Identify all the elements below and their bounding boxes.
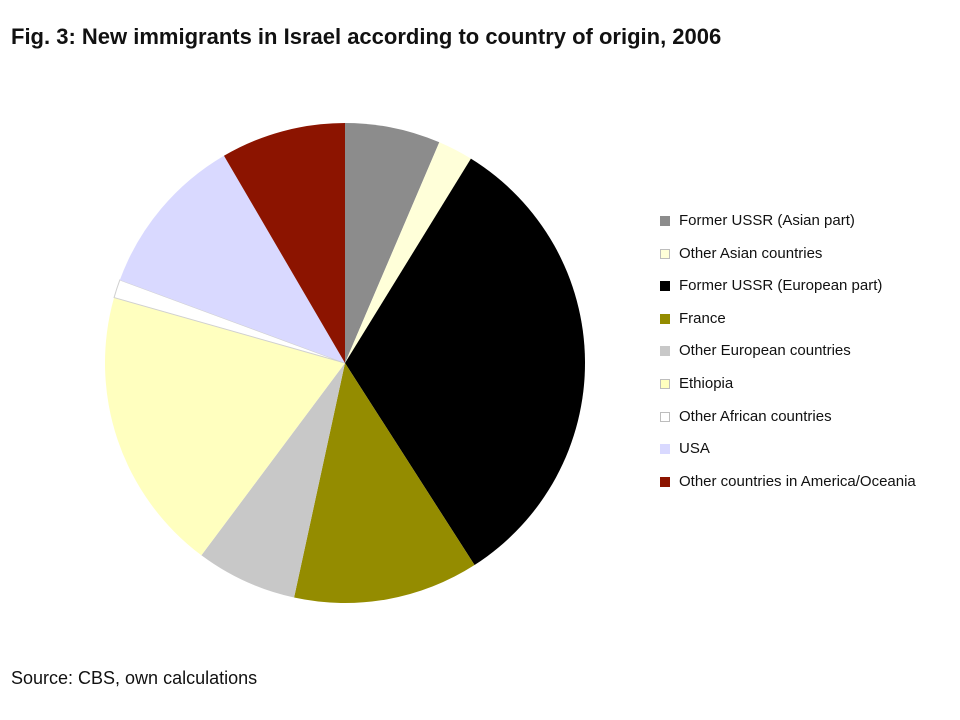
legend-label: Other African countries (679, 407, 832, 425)
legend-item: Former USSR (European part) (660, 277, 882, 295)
legend-label: Former USSR (Asian part) (679, 212, 855, 229)
legend-item: USA (660, 440, 710, 458)
legend-item: Ethiopia (660, 375, 733, 393)
legend-swatch (660, 444, 670, 455)
legend-item: Other European countries (660, 342, 851, 360)
legend-swatch (660, 346, 670, 357)
legend-item: Former USSR (Asian part) (660, 212, 855, 230)
legend-label: Other Asian countries (679, 244, 823, 262)
pie-slices (104, 123, 586, 604)
legend-item: Other countries in America/Oceania (660, 473, 916, 491)
legend-label: Ethiopia (679, 375, 734, 392)
pie-slice (119, 155, 345, 363)
legend-swatch (660, 281, 670, 292)
legend-swatch (660, 216, 670, 226)
pie-slice (223, 123, 345, 363)
pie-slice (345, 123, 440, 363)
legend-label: Other European countries (679, 342, 851, 360)
legend-item: Other Asian countries (660, 245, 822, 263)
legend-label: USA (679, 440, 710, 458)
pie-slice (113, 279, 346, 364)
legend-label: Former USSR (European part) (679, 277, 883, 295)
source-note: Source: CBS, own calculations (11, 668, 258, 688)
legend-item: France (660, 310, 726, 328)
pie-slice (294, 363, 475, 604)
legend-swatch (660, 411, 670, 422)
legend-swatch (660, 248, 670, 259)
legend-label: France (679, 309, 726, 327)
legend-item: Other African countries (660, 408, 832, 426)
chart-title: Fig. 3: New immigrants in Israel accordi… (11, 24, 722, 49)
pie-slice (201, 363, 345, 598)
pie-slice (345, 142, 471, 363)
legend-swatch (660, 476, 670, 487)
legend-swatch (660, 379, 670, 389)
legend-label: Other countries in America/Oceania (679, 472, 916, 490)
pie-slice (104, 297, 345, 556)
legend-swatch (660, 313, 670, 324)
pie-slice (345, 158, 586, 566)
